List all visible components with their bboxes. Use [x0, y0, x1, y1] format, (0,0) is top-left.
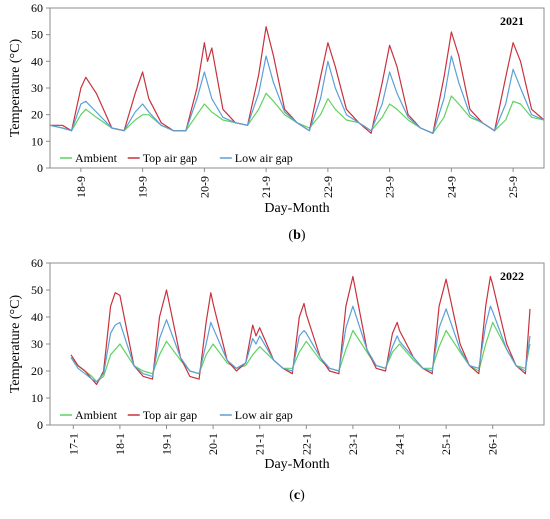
x-tick-label: 20-1 — [206, 433, 220, 455]
x-axis-title: Day-Month — [264, 457, 329, 472]
x-tick-label: 24-9 — [444, 176, 458, 198]
x-tick-label: 23-9 — [383, 176, 397, 198]
panel-label-part: ( — [289, 488, 294, 503]
x-tick-label: 22-1 — [299, 433, 313, 455]
legend-label: Ambient — [75, 408, 118, 422]
y-tick-label: 50 — [31, 28, 43, 42]
x-axis-title: Day-Month — [264, 201, 329, 216]
panel-label-part: ( — [288, 228, 293, 243]
panel-label-part: ) — [300, 488, 305, 503]
x-tick-label: 20-9 — [197, 176, 211, 198]
x-tick-label: 25-9 — [506, 176, 520, 198]
y-tick-label: 30 — [31, 337, 43, 351]
legend-label: Low air gap — [235, 151, 293, 165]
year-annotation: 2021 — [500, 14, 524, 28]
panel-label-part: ) — [301, 228, 306, 243]
y-axis-title: Temperature (°C) — [8, 39, 23, 138]
series-line-low-air-gap — [70, 305, 531, 383]
series-line-top-air-gap — [50, 26, 545, 134]
y-tick-label: 10 — [31, 134, 43, 148]
x-tick-label: 21-9 — [259, 176, 273, 198]
year-annotation: 2022 — [500, 269, 524, 283]
y-tick-label: 40 — [31, 310, 43, 324]
x-tick-label: 24-1 — [393, 433, 407, 455]
x-tick-label: 22-9 — [321, 176, 335, 198]
legend-label: Top air gap — [143, 408, 197, 422]
y-tick-label: 20 — [31, 108, 43, 122]
x-tick-label: 17-1 — [66, 433, 80, 455]
legend: Ambient Top air gap Low air gap — [60, 408, 293, 422]
x-tick-label: 23-1 — [346, 433, 360, 455]
y-tick-label: 10 — [31, 391, 43, 405]
chart-panel-b: 0 10 20 30 40 50 60 18-9 19-9 20-9 21-9 22-9 23-9 24-… — [8, 1, 545, 243]
y-tick-label: 60 — [31, 1, 43, 15]
x-tick-label: 18-1 — [113, 433, 127, 455]
x-tick-label: 25-1 — [439, 433, 453, 455]
x-tick-label: 19-9 — [136, 176, 150, 198]
legend: Ambient Top air gap Low air gap — [60, 151, 293, 165]
y-tick-label: 40 — [31, 54, 43, 68]
series-line-ambient — [70, 321, 531, 383]
series-line-top-air-gap — [70, 275, 531, 386]
panel-label: (c) — [289, 488, 305, 503]
y-tick-label: 0 — [37, 418, 43, 432]
panel-label-part: b — [293, 228, 301, 243]
legend-label: Top air gap — [143, 151, 197, 165]
y-tick-label: 50 — [31, 283, 43, 297]
plot-frame — [49, 7, 545, 169]
y-tick-label: 20 — [31, 364, 43, 378]
legend-label: Low air gap — [235, 408, 293, 422]
x-tick-label: 18-9 — [74, 176, 88, 198]
x-tick-label: 26-1 — [486, 433, 500, 455]
series-line-low-air-gap — [49, 55, 545, 134]
y-tick-label: 0 — [37, 161, 43, 175]
plot-frame — [49, 262, 545, 426]
y-tick-label: 30 — [31, 81, 43, 95]
x-tick-label: 21-1 — [253, 433, 267, 455]
legend-label: Ambient — [75, 151, 118, 165]
panel-label: (b) — [288, 228, 305, 243]
x-tick-label: 19-1 — [160, 433, 174, 455]
chart-panel-c: 0 10 20 30 40 50 60 17-1 18-1 19-1 20-1 21-1 22-1 23-… — [8, 256, 545, 503]
y-tick-label: 60 — [31, 256, 43, 270]
panel-label-part: c — [294, 488, 300, 503]
y-axis-title: Temperature (°C) — [8, 295, 23, 394]
